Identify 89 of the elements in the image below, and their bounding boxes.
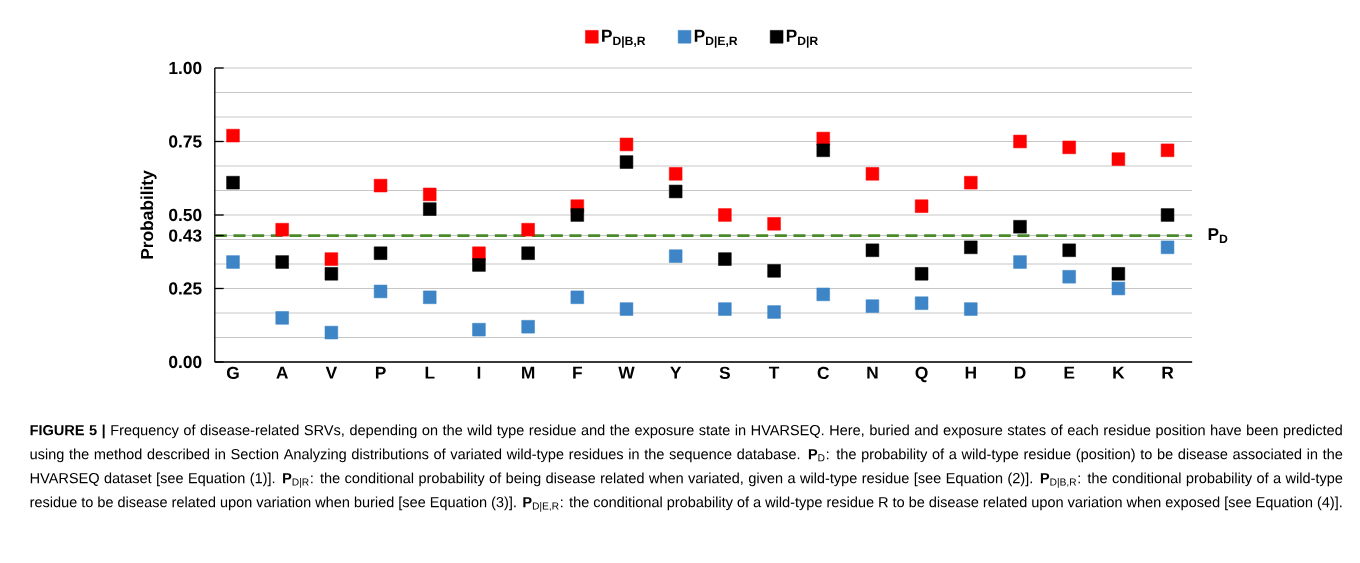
point: [964, 302, 978, 316]
point: [767, 217, 781, 231]
point: [1160, 208, 1175, 222]
point: [1111, 152, 1126, 166]
point: [619, 302, 634, 316]
point: [423, 290, 437, 304]
point: [275, 223, 289, 237]
point: [718, 302, 732, 316]
point: [521, 246, 535, 260]
x-tick-label: C: [817, 366, 830, 379]
point: [914, 199, 929, 213]
point: [865, 299, 880, 313]
x-tick-label: K: [1113, 366, 1125, 379]
x-tick-label: W: [618, 366, 635, 379]
point: [964, 175, 978, 190]
point: [226, 175, 240, 190]
x-tick-label: V: [325, 366, 338, 379]
x-tick-label: T: [768, 366, 780, 379]
legend-label: P$_{D|R}$: [786, 29, 818, 48]
x-tick-label: Q: [915, 366, 928, 383]
x-tick-label: M: [522, 366, 535, 379]
x-tick-label: P: [375, 366, 386, 379]
point: [1160, 240, 1175, 254]
point: [964, 240, 978, 254]
point: [324, 252, 339, 266]
point: [570, 208, 584, 222]
point: [472, 322, 486, 337]
point: [1160, 143, 1175, 157]
y-tick-label: 0.43: [169, 229, 202, 242]
x-tick-label: R: [1162, 366, 1174, 379]
point: [669, 249, 683, 263]
x-tick-label: Y: [670, 366, 682, 379]
x-tick-label: A: [276, 366, 288, 379]
point: [423, 202, 437, 216]
point: [1111, 267, 1126, 281]
point: [619, 137, 634, 152]
y-tick-label: 0.50: [169, 208, 202, 222]
point: [521, 320, 535, 334]
point: [1013, 220, 1027, 234]
point: [570, 290, 584, 304]
ref-line-label: P$_{D}$: [1208, 228, 1228, 243]
point: [865, 167, 880, 181]
point: [1111, 281, 1126, 296]
y-tick-label: 1.00: [169, 61, 202, 75]
point: [472, 258, 486, 272]
point: [324, 325, 339, 340]
point: [767, 264, 781, 278]
y-tick-label: 0.25: [169, 282, 202, 295]
point: [816, 287, 830, 302]
legend-label: P$_{D|E,R}$: [694, 29, 738, 48]
point: [1062, 270, 1076, 284]
point: [226, 255, 240, 269]
point: [1013, 134, 1027, 149]
point: [1062, 243, 1076, 257]
point: [423, 187, 437, 202]
x-tick-label: G: [226, 366, 239, 379]
point: [521, 223, 535, 237]
point: [1013, 255, 1027, 269]
point: [619, 155, 634, 169]
point: [1062, 140, 1076, 155]
point: [373, 246, 388, 260]
point: [275, 311, 289, 325]
x-tick-label: S: [719, 366, 730, 379]
y-axis-title: Probability: [140, 170, 157, 259]
text: FIGURE 5 | Frequency of disease-related SRVs, depending on the wild type residue and the exposure state in HVARSEQ. Here, buried and exposure states of each residue position have been predicted using the method described in Section Analyzing distributions of variated wild-type residues in the sequence database. P$_{D}$: the probability of a wild-type residue (position) to be disease associated in the HVARSEQ dataset [see Equation (1)]. P$_{D|R}$: the conditional probability of being disease related when variated, given a wild-type residue [see Equation (2)]. P$_{D|B,R}$: the conditional probability of a wild-type residue to be disease related upon variation when buried [see Equation (3)]. P$_{D|E,R}$: the conditional probability of a wild-type residue R to be disease related upon variation when exposed [see Equation (4)].: [30, 424, 1343, 512]
point: [865, 243, 880, 257]
x-tick-label: H: [965, 366, 976, 379]
point: [275, 255, 289, 269]
x-tick-label: D: [1014, 366, 1026, 379]
legend-label: P$_{D|B,R}$: [602, 29, 646, 48]
y-tick-label: 0.00: [169, 355, 202, 369]
x-tick-label: L: [425, 366, 435, 379]
point: [914, 296, 929, 310]
x-tick-label: E: [1064, 366, 1075, 379]
x-tick-label: I: [477, 366, 481, 379]
point: [718, 252, 732, 266]
point: [324, 267, 339, 281]
x-tick-label: N: [867, 366, 878, 379]
y-tick-label: 0.75: [169, 135, 202, 148]
point: [767, 305, 781, 319]
point: [914, 267, 929, 281]
point: [816, 143, 830, 157]
point: [669, 167, 683, 181]
point: [718, 208, 732, 222]
x-tick-label: F: [573, 366, 582, 379]
point: [373, 178, 388, 193]
point: [669, 184, 683, 199]
point: [373, 284, 388, 299]
point: [226, 128, 240, 143]
